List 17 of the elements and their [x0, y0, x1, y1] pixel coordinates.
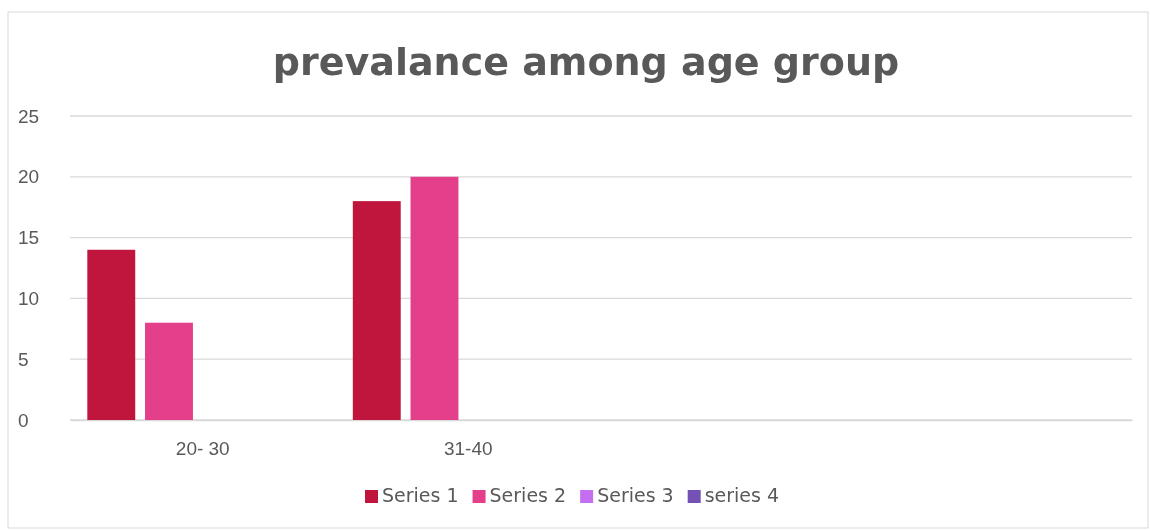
bar [145, 322, 193, 420]
x-tick-label: 31-40 [443, 438, 493, 460]
bar [352, 201, 401, 420]
y-tick-label: 5 [18, 348, 29, 370]
y-tick-label: 10 [18, 287, 40, 309]
y-tick-label: 20 [18, 166, 40, 188]
legend-label: series 4 [704, 484, 780, 506]
y-tick-label: 15 [18, 227, 40, 249]
legend-label: Series 2 [489, 484, 567, 506]
legend-label: Series 1 [382, 484, 459, 506]
chart-title: prevalance among age group [272, 40, 900, 84]
y-tick-label: 25 [18, 105, 40, 127]
x-tick-label: 20- 30 [175, 438, 230, 460]
bar [87, 249, 136, 420]
y-tick-label: 0 [18, 409, 29, 431]
legend-label: Series 3 [597, 484, 674, 506]
bar [410, 176, 459, 420]
